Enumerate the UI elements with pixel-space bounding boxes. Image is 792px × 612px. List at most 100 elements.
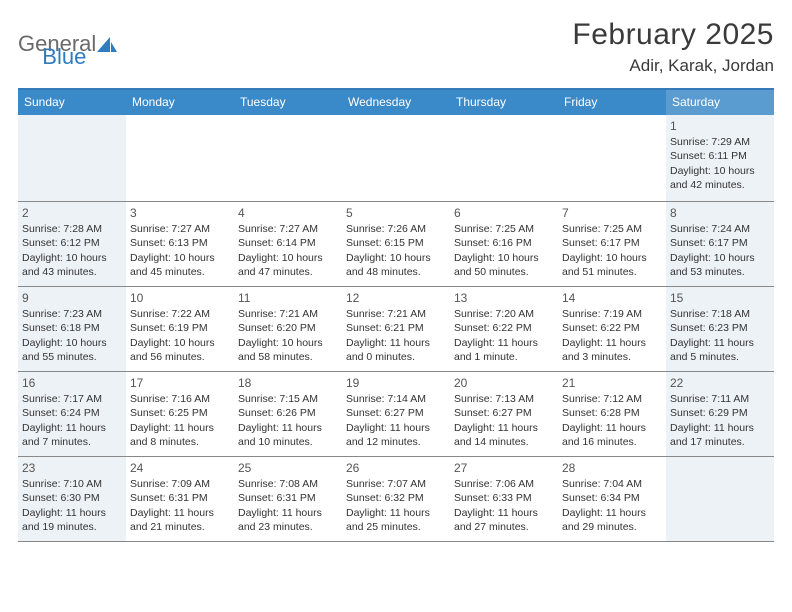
day-cell: 5Sunrise: 7:26 AMSunset: 6:15 PMDaylight… [342, 202, 450, 286]
sunrise-text: Sunrise: 7:25 AM [562, 222, 662, 236]
day-number: 16 [22, 375, 122, 391]
week-row: 9Sunrise: 7:23 AMSunset: 6:18 PMDaylight… [18, 287, 774, 372]
sunrise-text: Sunrise: 7:15 AM [238, 392, 338, 406]
daylight-text: Daylight: 10 hours and 56 minutes. [130, 336, 230, 364]
daylight-text: Daylight: 11 hours and 10 minutes. [238, 421, 338, 449]
day-number: 1 [670, 118, 770, 134]
day-number: 17 [130, 375, 230, 391]
day-cell: 18Sunrise: 7:15 AMSunset: 6:26 PMDayligh… [234, 372, 342, 456]
daylight-text: Daylight: 10 hours and 43 minutes. [22, 251, 122, 279]
day-cell [18, 115, 126, 201]
calendar-page: General Blue February 2025 Adir, Karak, … [0, 0, 792, 542]
page-header: General Blue February 2025 Adir, Karak, … [18, 18, 774, 76]
week-row: 1Sunrise: 7:29 AMSunset: 6:11 PMDaylight… [18, 115, 774, 202]
day-number: 18 [238, 375, 338, 391]
sunset-text: Sunset: 6:25 PM [130, 406, 230, 420]
sunrise-text: Sunrise: 7:04 AM [562, 477, 662, 491]
day-cell: 19Sunrise: 7:14 AMSunset: 6:27 PMDayligh… [342, 372, 450, 456]
day-number: 12 [346, 290, 446, 306]
daylight-text: Daylight: 10 hours and 55 minutes. [22, 336, 122, 364]
daylight-text: Daylight: 10 hours and 48 minutes. [346, 251, 446, 279]
daylight-text: Daylight: 10 hours and 45 minutes. [130, 251, 230, 279]
sunset-text: Sunset: 6:17 PM [670, 236, 770, 250]
sunset-text: Sunset: 6:27 PM [454, 406, 554, 420]
day-cell: 24Sunrise: 7:09 AMSunset: 6:31 PMDayligh… [126, 457, 234, 541]
day-cell: 21Sunrise: 7:12 AMSunset: 6:28 PMDayligh… [558, 372, 666, 456]
sunset-text: Sunset: 6:29 PM [670, 406, 770, 420]
day-number: 8 [670, 205, 770, 221]
day-cell: 7Sunrise: 7:25 AMSunset: 6:17 PMDaylight… [558, 202, 666, 286]
sunset-text: Sunset: 6:27 PM [346, 406, 446, 420]
day-number: 28 [562, 460, 662, 476]
daylight-text: Daylight: 11 hours and 1 minute. [454, 336, 554, 364]
sunset-text: Sunset: 6:16 PM [454, 236, 554, 250]
day-cell: 8Sunrise: 7:24 AMSunset: 6:17 PMDaylight… [666, 202, 774, 286]
day-number: 15 [670, 290, 770, 306]
sunset-text: Sunset: 6:24 PM [22, 406, 122, 420]
sunrise-text: Sunrise: 7:27 AM [238, 222, 338, 236]
day-number: 5 [346, 205, 446, 221]
location-subtitle: Adir, Karak, Jordan [572, 56, 774, 76]
daylight-text: Daylight: 11 hours and 16 minutes. [562, 421, 662, 449]
day-number: 3 [130, 205, 230, 221]
sunset-text: Sunset: 6:28 PM [562, 406, 662, 420]
sunrise-text: Sunrise: 7:14 AM [346, 392, 446, 406]
sunrise-text: Sunrise: 7:11 AM [670, 392, 770, 406]
day-cell: 26Sunrise: 7:07 AMSunset: 6:32 PMDayligh… [342, 457, 450, 541]
week-row: 16Sunrise: 7:17 AMSunset: 6:24 PM Dayligh… [18, 372, 774, 457]
day-cell [666, 457, 774, 541]
day-number: 13 [454, 290, 554, 306]
daylight-text: Daylight: 11 hours and 27 minutes. [454, 506, 554, 534]
day-cell: 22Sunrise: 7:11 AMSunset: 6:29 PMDayligh… [666, 372, 774, 456]
sunrise-text: Sunrise: 7:06 AM [454, 477, 554, 491]
daylight-text: Daylight: 10 hours and 51 minutes. [562, 251, 662, 279]
day-number: 19 [346, 375, 446, 391]
weekday-header-cell: Saturday [666, 90, 774, 115]
weekday-header-cell: Friday [558, 90, 666, 115]
daylight-text: Daylight: 11 hours and 25 minutes. [346, 506, 446, 534]
sunrise-text: Sunrise: 7:24 AM [670, 222, 770, 236]
sunset-text: Sunset: 6:12 PM [22, 236, 122, 250]
week-row: 2Sunrise: 7:28 AMSunset: 6:12 PMDaylight… [18, 202, 774, 287]
day-cell: 14Sunrise: 7:19 AMSunset: 6:22 PMDayligh… [558, 287, 666, 371]
daylight-text: Daylight: 11 hours and 3 minutes. [562, 336, 662, 364]
week-row: 23Sunrise: 7:10 AMSunset: 6:30 PMDayligh… [18, 457, 774, 542]
daylight-text: Daylight: 11 hours and 29 minutes. [562, 506, 662, 534]
day-number: 24 [130, 460, 230, 476]
sunrise-text: Sunrise: 7:25 AM [454, 222, 554, 236]
day-cell: 9Sunrise: 7:23 AMSunset: 6:18 PMDaylight… [18, 287, 126, 371]
day-number: 22 [670, 375, 770, 391]
day-cell: 12Sunrise: 7:21 AMSunset: 6:21 PMDayligh… [342, 287, 450, 371]
sunrise-text: Sunrise: 7:21 AM [238, 307, 338, 321]
sunset-text: Sunset: 6:18 PM [22, 321, 122, 335]
weeks-container: 1Sunrise: 7:29 AMSunset: 6:11 PM Daylight… [18, 115, 774, 542]
sunrise-text: Sunrise: 7:23 AM [22, 307, 122, 321]
sunset-text: Sunset: 6:11 PM [670, 149, 770, 163]
day-cell [558, 115, 666, 201]
day-cell: 16Sunrise: 7:17 AMSunset: 6:24 PMDayligh… [18, 372, 126, 456]
sunrise-text: Sunrise: 7:12 AM [562, 392, 662, 406]
day-number: 4 [238, 205, 338, 221]
weekday-header-row: SundayMondayTuesdayWednesdayThursdayFrid… [18, 90, 774, 115]
sunset-text: Sunset: 6:15 PM [346, 236, 446, 250]
sunset-text: Sunset: 6:20 PM [238, 321, 338, 335]
day-number: 11 [238, 290, 338, 306]
day-cell: 1Sunrise: 7:29 AMSunset: 6:11 PMDaylight… [666, 115, 774, 201]
calendar-grid: SundayMondayTuesdayWednesdayThursdayFrid… [18, 88, 774, 542]
sunrise-text: Sunrise: 7:17 AM [22, 392, 122, 406]
title-block: February 2025 Adir, Karak, Jordan [572, 18, 774, 76]
day-cell [450, 115, 558, 201]
weekday-header-cell: Wednesday [342, 90, 450, 115]
daylight-text: Daylight: 11 hours and 19 minutes. [22, 506, 122, 534]
sunrise-text: Sunrise: 7:29 AM [670, 135, 770, 149]
day-cell: 13Sunrise: 7:20 AMSunset: 6:22 PMDayligh… [450, 287, 558, 371]
sunrise-text: Sunrise: 7:26 AM [346, 222, 446, 236]
day-number: 27 [454, 460, 554, 476]
day-cell: 3Sunrise: 7:27 AMSunset: 6:13 PMDaylight… [126, 202, 234, 286]
day-cell [126, 115, 234, 201]
sunrise-text: Sunrise: 7:16 AM [130, 392, 230, 406]
weekday-header-cell: Monday [126, 90, 234, 115]
day-number: 20 [454, 375, 554, 391]
weekday-header-cell: Thursday [450, 90, 558, 115]
day-number: 21 [562, 375, 662, 391]
